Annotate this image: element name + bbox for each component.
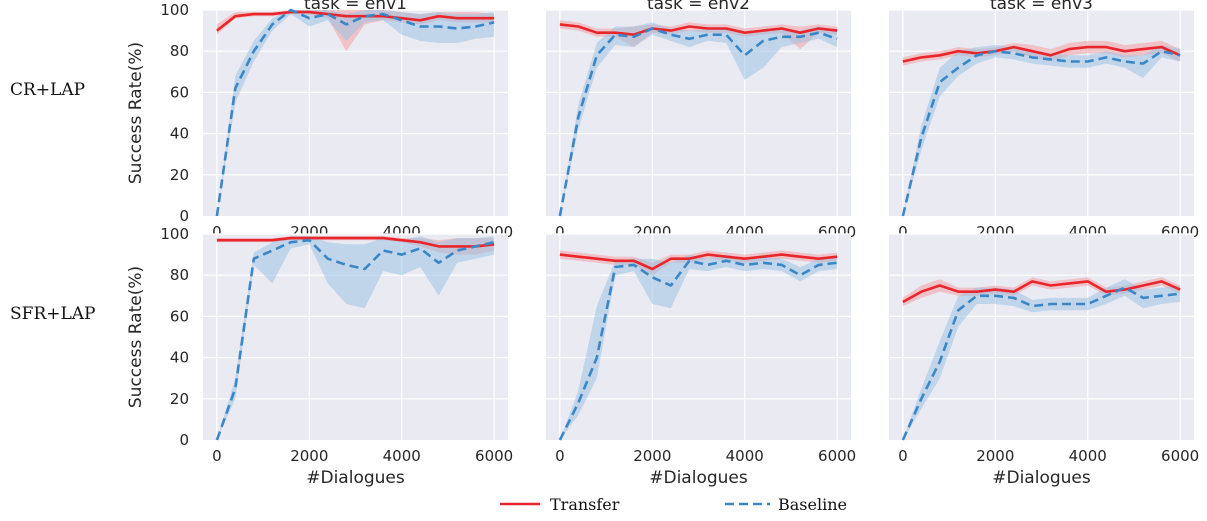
y-tick-label: 40 [170, 125, 189, 143]
panel-sfr-lap-env3 [889, 233, 1194, 441]
y-axis-title: Success Rate(%) [126, 266, 146, 408]
x-tick-label: 4000 [1069, 447, 1107, 465]
x-tick-label: 0 [555, 223, 565, 241]
x-tick-label: 0 [212, 223, 222, 241]
series-line-baseline [901, 286, 1181, 441]
y-tick-label: 20 [170, 390, 189, 408]
x-tick-label: 6000 [475, 447, 513, 465]
row-label: SFR+LAP [10, 304, 96, 324]
series-line-baseline [558, 27, 838, 217]
x-axis-title: #Dialogues [992, 468, 1091, 488]
y-tick-label: 40 [170, 349, 189, 367]
series-line-baseline [215, 238, 495, 441]
series-line-baseline [901, 49, 1181, 217]
x-axis-title: #Dialogues [649, 468, 748, 488]
panel-cr-lap-env3-background [889, 10, 1194, 216]
y-tick-label: 80 [170, 266, 189, 284]
x-tick-label: 4000 [383, 447, 421, 465]
y-tick-label: 20 [170, 166, 189, 184]
y-tick-label: 80 [170, 42, 189, 60]
x-tick-label: 6000 [1161, 447, 1199, 465]
confidence-band-baseline [559, 254, 838, 440]
column-title: task = env2 [647, 0, 750, 14]
x-tick-label: 4000 [726, 447, 764, 465]
y-tick-label: 60 [170, 83, 189, 101]
x-tick-label: 2000 [633, 447, 671, 465]
x-tick-label: 2000 [976, 447, 1014, 465]
y-tick-label: 100 [160, 1, 189, 19]
panel-cr-lap-env1 [203, 8, 508, 217]
legend-label-transfer: Transfer [550, 495, 620, 514]
series-line-transfer [559, 23, 838, 37]
confidence-band-baseline [216, 236, 495, 440]
column-title: task = env1 [304, 0, 407, 14]
x-tick-label: 6000 [818, 447, 856, 465]
legend-label-baseline: Baseline [778, 495, 847, 514]
series-line-transfer [559, 253, 838, 271]
panel-cr-lap-env3 [889, 9, 1194, 217]
x-tick-label: 2000 [290, 447, 328, 465]
y-axis-title: Success Rate(%) [126, 42, 146, 184]
panel-sfr-lap-env2 [546, 233, 851, 441]
x-tick-label: 0 [898, 447, 908, 465]
confidence-band-baseline [216, 10, 495, 216]
confidence-band-baseline [902, 45, 1181, 216]
x-tick-label: 0 [898, 223, 908, 241]
confidence-band-baseline [902, 279, 1181, 440]
y-tick-label: 0 [179, 207, 189, 225]
panel-cr-lap-env2 [546, 9, 851, 217]
x-tick-label: 0 [555, 447, 565, 465]
panel-sfr-lap-env1 [203, 233, 508, 441]
row-label: CR+LAP [10, 80, 85, 100]
y-tick-label: 0 [179, 431, 189, 449]
series-line-transfer [216, 10, 495, 32]
panel-sfr-lap-env3-background [889, 234, 1194, 440]
x-tick-label: 0 [212, 447, 222, 465]
y-tick-label: 60 [170, 307, 189, 325]
series-line-transfer [902, 45, 1181, 63]
series-line-transfer [216, 236, 495, 248]
series-line-transfer [902, 280, 1181, 304]
y-tick-label: 100 [160, 225, 189, 243]
series-line-baseline [215, 8, 495, 217]
column-title: task = env3 [990, 0, 1093, 14]
x-axis-title: #Dialogues [306, 468, 405, 488]
series-line-baseline [558, 259, 838, 441]
